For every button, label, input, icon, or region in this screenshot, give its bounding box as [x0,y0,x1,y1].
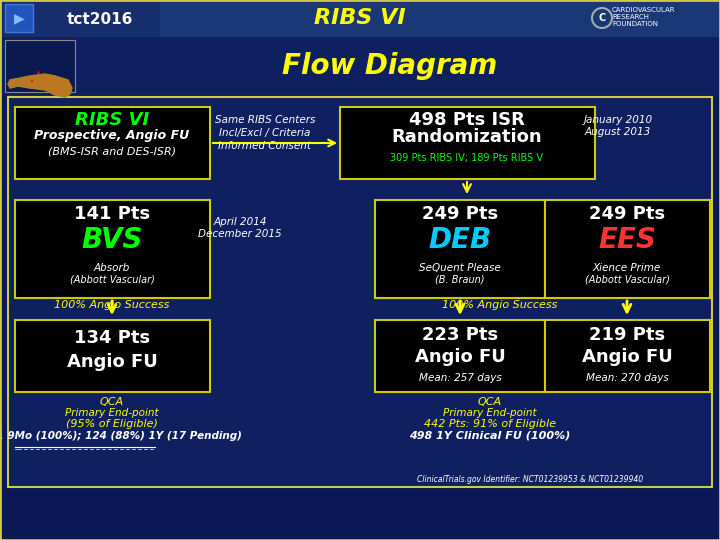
Text: FOUNDATION: FOUNDATION [612,21,658,27]
Text: SeQuent Please: SeQuent Please [419,263,501,273]
Text: 141 Pts: 141 Pts [74,205,150,223]
Text: •: • [30,79,34,85]
Text: QCA: QCA [478,397,502,407]
Text: (Abbott Vascular): (Abbott Vascular) [585,275,670,285]
Text: Randomization: Randomization [392,128,542,146]
Text: RESEARCH: RESEARCH [612,14,649,20]
Bar [0,0,720,37]
Text: (Abbott Vascular): (Abbott Vascular) [70,275,154,285]
Text: January 2010: January 2010 [583,115,652,125]
Bar [545,320,710,392]
Text: DEB: DEB [428,226,492,254]
Text: Xience Prime: Xience Prime [593,263,661,273]
Text: 309 Pts RIBS IV; 189 Pts RIBS V: 309 Pts RIBS IV; 189 Pts RIBS V [390,153,544,163]
Text: Prospective, Angio FU: Prospective, Angio FU [35,130,189,143]
Text: Angio FU: Angio FU [415,348,505,366]
Bar [15,320,210,392]
Text: 219 Pts: 219 Pts [589,326,665,344]
Bar [0,37,720,97]
Text: ▶: ▶ [14,11,24,25]
Text: 134 Pts: 134 Pts [74,329,150,347]
Text: C: C [598,13,606,23]
Text: ClinicalTrials.gov Identifier: NCT01239953 & NCT01239940: ClinicalTrials.gov Identifier: NCT012399… [417,476,643,484]
Text: Primary End-point: Primary End-point [444,408,537,418]
Text: Same RIBS Centers: Same RIBS Centers [215,115,315,125]
Text: RIBS VI: RIBS VI [314,8,406,28]
Bar [15,107,210,179]
Text: Mean: 270 days: Mean: 270 days [585,373,668,383]
Bar [0,0,160,37]
Text: BVS: BVS [81,226,143,254]
Text: QCA: QCA [100,397,124,407]
Bar [5,4,33,32]
Text: April 2014: April 2014 [213,217,266,227]
Text: Angio FU: Angio FU [582,348,672,366]
Text: Mean: 257 days: Mean: 257 days [418,373,501,383]
Text: RIBS VI: RIBS VI [75,111,149,129]
Bar [375,320,545,392]
Text: 249 Pts: 249 Pts [589,205,665,223]
Text: 498 Pts ISR: 498 Pts ISR [409,111,525,129]
Bar [375,200,545,298]
Text: Primary End-point: Primary End-point [66,408,159,418]
Text: 498 1Y Clinical FU (100%): 498 1Y Clinical FU (100%) [409,431,571,441]
Text: (B. Braun): (B. Braun) [436,275,485,285]
Text: EES: EES [598,226,656,254]
Text: 249 Pts: 249 Pts [422,205,498,223]
Text: (95% of Eligible): (95% of Eligible) [66,419,158,429]
Text: 223 Pts: 223 Pts [422,326,498,344]
Text: 141 9Mo (100%); 124 (88%) 1Y (17 Pending): 141 9Mo (100%); 124 (88%) 1Y (17 Pending… [0,431,242,441]
Text: CARDIOVASCULAR: CARDIOVASCULAR [612,7,675,13]
Text: August 2013: August 2013 [585,127,651,137]
Text: •: • [35,70,40,78]
Text: Angio FU: Angio FU [67,353,158,371]
Text: 100% Angio Success: 100% Angio Success [54,300,170,310]
Bar [5,40,75,92]
Bar [15,200,210,298]
Bar [340,107,595,179]
Text: Incl/Excl / Criteria: Incl/Excl / Criteria [220,128,311,138]
Text: December 2015: December 2015 [198,229,282,239]
Text: Informed Consent: Informed Consent [218,141,312,151]
Bar [545,200,710,298]
Text: tct2016: tct2016 [67,11,133,26]
Text: 100% Angio Success: 100% Angio Success [442,300,558,310]
Text: (BMS-ISR and DES-ISR): (BMS-ISR and DES-ISR) [48,147,176,157]
Polygon shape [8,74,72,97]
Text: Flow Diagram: Flow Diagram [282,52,498,80]
Bar [8,97,712,487]
Text: 442 Pts: 91% of Eligible: 442 Pts: 91% of Eligible [424,419,556,429]
Text: Absorb: Absorb [94,263,130,273]
